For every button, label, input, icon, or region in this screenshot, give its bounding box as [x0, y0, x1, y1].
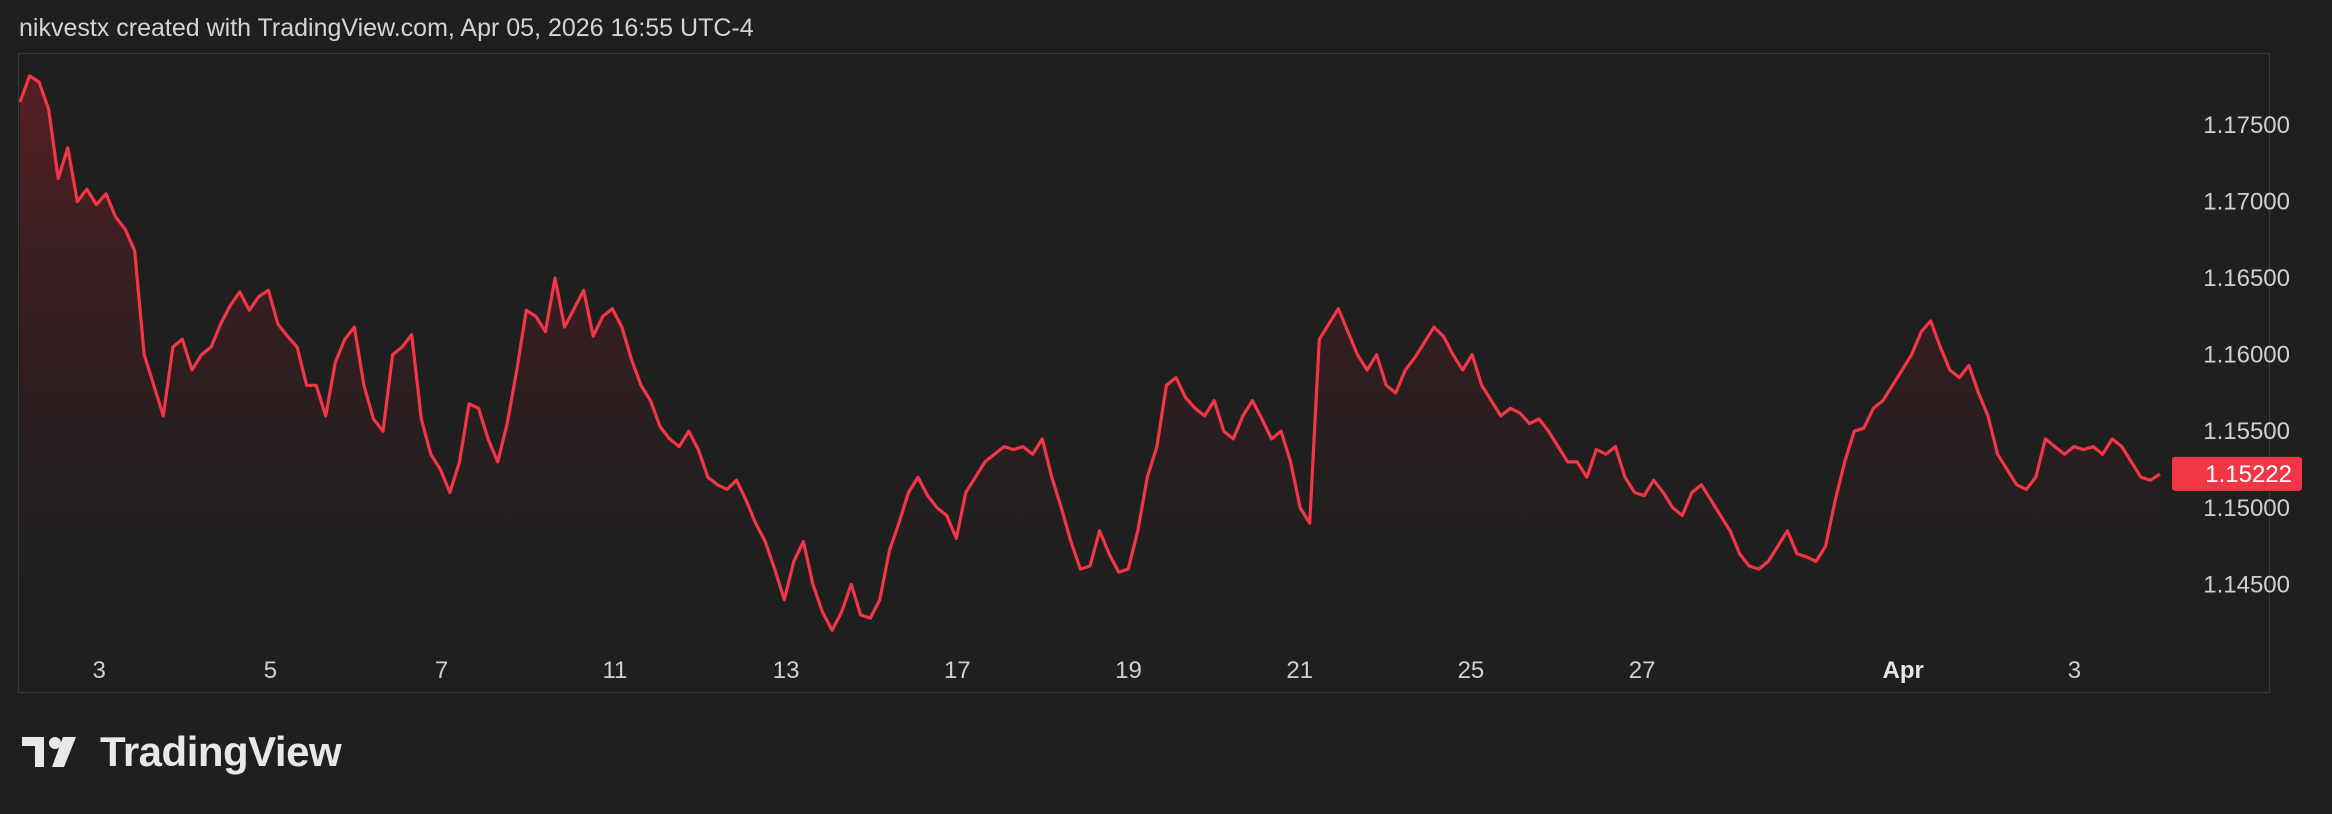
x-tick-label: 27 — [1629, 657, 1656, 684]
price-area — [20, 75, 2160, 638]
y-tick-label: 1.14500 — [2203, 571, 2290, 598]
x-tick-label: Apr — [1883, 657, 1924, 684]
price-chart[interactable]: 1.17500 1.17000 1.16500 1.16000 1.15500 1.150… — [0, 0, 2332, 700]
last-price-tag-background — [2172, 456, 2302, 491]
y-axis[interactable]: 1.17500 1.17000 1.16500 1.16000 1.15500 1.150… — [2203, 112, 2290, 598]
y-tick-label: 1.16000 — [2203, 342, 2290, 369]
tradingview-brand[interactable]: TradingView — [22, 728, 342, 776]
last-price-tag: 1.15222 — [2172, 456, 2302, 491]
x-tick-label: 17 — [944, 657, 971, 684]
price-line — [18, 74, 2161, 632]
x-tick-label: 21 — [1286, 657, 1313, 684]
y-tick-label: 1.17500 — [2203, 112, 2290, 139]
x-tick-label: 3 — [93, 657, 106, 684]
x-tick-label: 19 — [1115, 657, 1142, 684]
x-tick-label: 5 — [264, 657, 277, 684]
brand-name: TradingView — [100, 728, 342, 775]
tradingview-logo-icon — [22, 737, 76, 767]
x-tick-label: 13 — [773, 657, 800, 684]
x-tick-label: 3 — [2068, 657, 2081, 684]
x-tick-label: 7 — [435, 657, 448, 684]
y-tick-label: 1.15000 — [2203, 495, 2290, 522]
last-price-label: 1.15222 — [2205, 461, 2292, 488]
y-tick-label: 1.15500 — [2203, 418, 2290, 445]
x-tick-label: 11 — [602, 657, 627, 684]
chart-frame[interactable] — [18, 53, 2270, 693]
x-axis[interactable]: 3 5 7 11 13 17 19 21 25 27 Apr 3 — [93, 657, 2082, 684]
y-tick-label: 1.16500 — [2203, 265, 2290, 292]
y-tick-label: 1.17000 — [2203, 189, 2290, 216]
x-tick-label: 25 — [1458, 657, 1485, 684]
chart-caption: nikvestx created with TradingView.com, A… — [19, 14, 754, 42]
